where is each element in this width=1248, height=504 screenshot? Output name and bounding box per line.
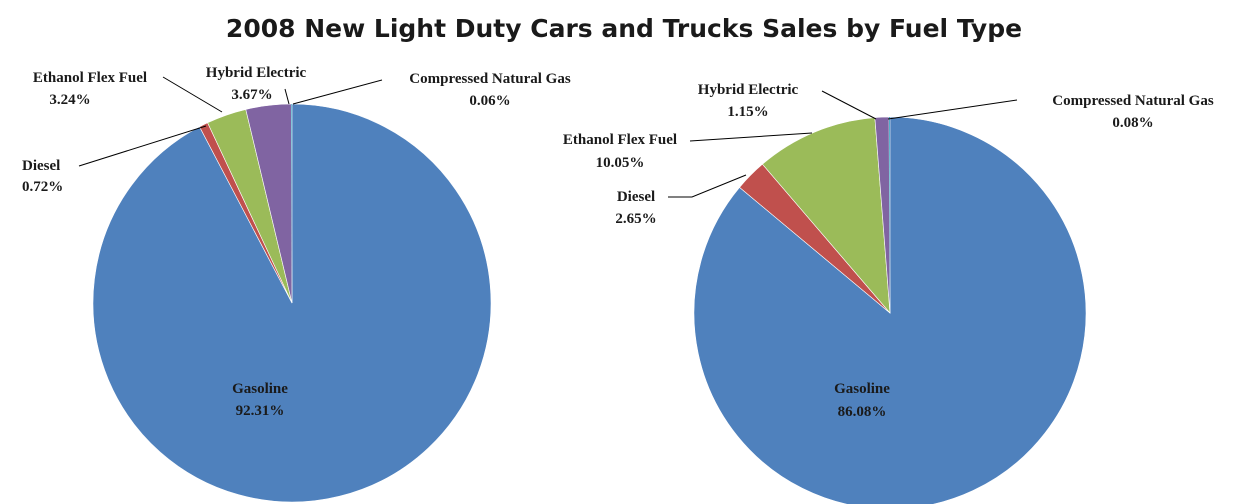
chart-title: 2008 New Light Duty Cars and Trucks Sale…	[225, 14, 1023, 43]
leader-line-ethanol-flex-fuel	[689, 132, 813, 142]
pie-slice-gasoline	[693, 116, 1087, 504]
slice-value-hybrid-electric: 3.67%	[231, 87, 272, 103]
slice-label-compressed-natural-gas: Compressed Natural Gas	[409, 71, 571, 87]
slice-label-diesel: Diesel	[22, 158, 60, 174]
leader-line-diesel	[668, 174, 747, 198]
slice-value-compressed-natural-gas: 0.06%	[469, 93, 510, 109]
pie-chart-2: Gasoline 86.08% Diesel 2.65% Ethanol Flex Fu…	[563, 82, 1214, 504]
pie-slice-hybrid-electric	[245, 103, 293, 304]
slice-label-ethanol-flex-fuel: Ethanol Flex Fuel	[563, 132, 677, 148]
slice-label-hybrid-electric: Hybrid Electric	[698, 82, 799, 98]
pie-slice-compressed-natural-gas	[889, 116, 890, 313]
slice-value-diesel: 0.72%	[22, 179, 63, 195]
slice-value-hybrid-electric: 1.15%	[727, 104, 768, 120]
leader-line-compressed-natural-gas	[887, 99, 1018, 120]
slice-label-gasoline: Gasoline	[834, 381, 890, 397]
pie-chart-1: Gasoline 92.31% Diesel 0.72% Ethanol Flex Fu…	[22, 65, 571, 503]
pie-slice-ethanol-flex-fuel	[762, 117, 891, 314]
leader-line-compressed-natural-gas	[292, 79, 383, 105]
pie-slice-compressed-natural-gas	[291, 103, 292, 304]
leader-line-diesel	[78, 125, 207, 167]
slice-label-hybrid-electric: Hybrid Electric	[206, 65, 307, 81]
slice-label-compressed-natural-gas: Compressed Natural Gas	[1052, 93, 1214, 109]
slice-value-gasoline: 92.31%	[236, 403, 285, 419]
slice-value-ethanol-flex-fuel: 3.24%	[49, 92, 90, 108]
leader-line-ethanol-flex-fuel	[162, 76, 223, 113]
slice-value-compressed-natural-gas: 0.08%	[1112, 115, 1153, 131]
leader-line-hybrid-electric	[821, 90, 877, 120]
pie-slice-hybrid-electric	[874, 116, 891, 314]
slice-label-ethanol-flex-fuel: Ethanol Flex Fuel	[33, 70, 147, 86]
slice-value-diesel: 2.65%	[615, 211, 656, 227]
leader-line-hybrid-electric	[284, 88, 290, 105]
slice-label-gasoline: Gasoline	[232, 381, 288, 397]
slice-label-diesel: Diesel	[617, 189, 655, 205]
slice-value-gasoline: 86.08%	[838, 404, 887, 420]
slice-value-ethanol-flex-fuel: 10.05%	[596, 155, 645, 171]
